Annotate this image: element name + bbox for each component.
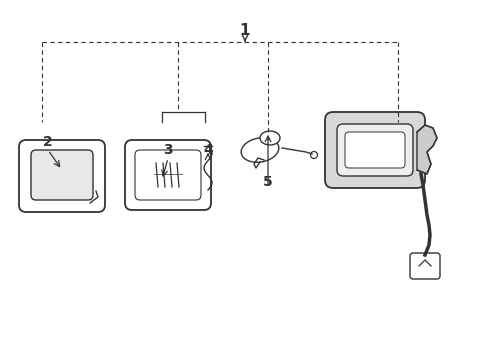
FancyBboxPatch shape xyxy=(31,150,93,200)
FancyBboxPatch shape xyxy=(19,140,105,212)
Ellipse shape xyxy=(241,138,279,162)
FancyBboxPatch shape xyxy=(325,112,425,188)
Text: 4: 4 xyxy=(203,143,213,157)
FancyBboxPatch shape xyxy=(345,132,405,168)
FancyBboxPatch shape xyxy=(337,124,413,176)
Polygon shape xyxy=(417,125,437,174)
Text: 3: 3 xyxy=(163,143,173,157)
Text: 1: 1 xyxy=(240,23,250,37)
FancyBboxPatch shape xyxy=(125,140,211,210)
Text: 5: 5 xyxy=(263,175,273,189)
FancyBboxPatch shape xyxy=(135,150,201,200)
FancyBboxPatch shape xyxy=(410,253,440,279)
Text: 2: 2 xyxy=(43,135,53,149)
Ellipse shape xyxy=(260,131,280,145)
